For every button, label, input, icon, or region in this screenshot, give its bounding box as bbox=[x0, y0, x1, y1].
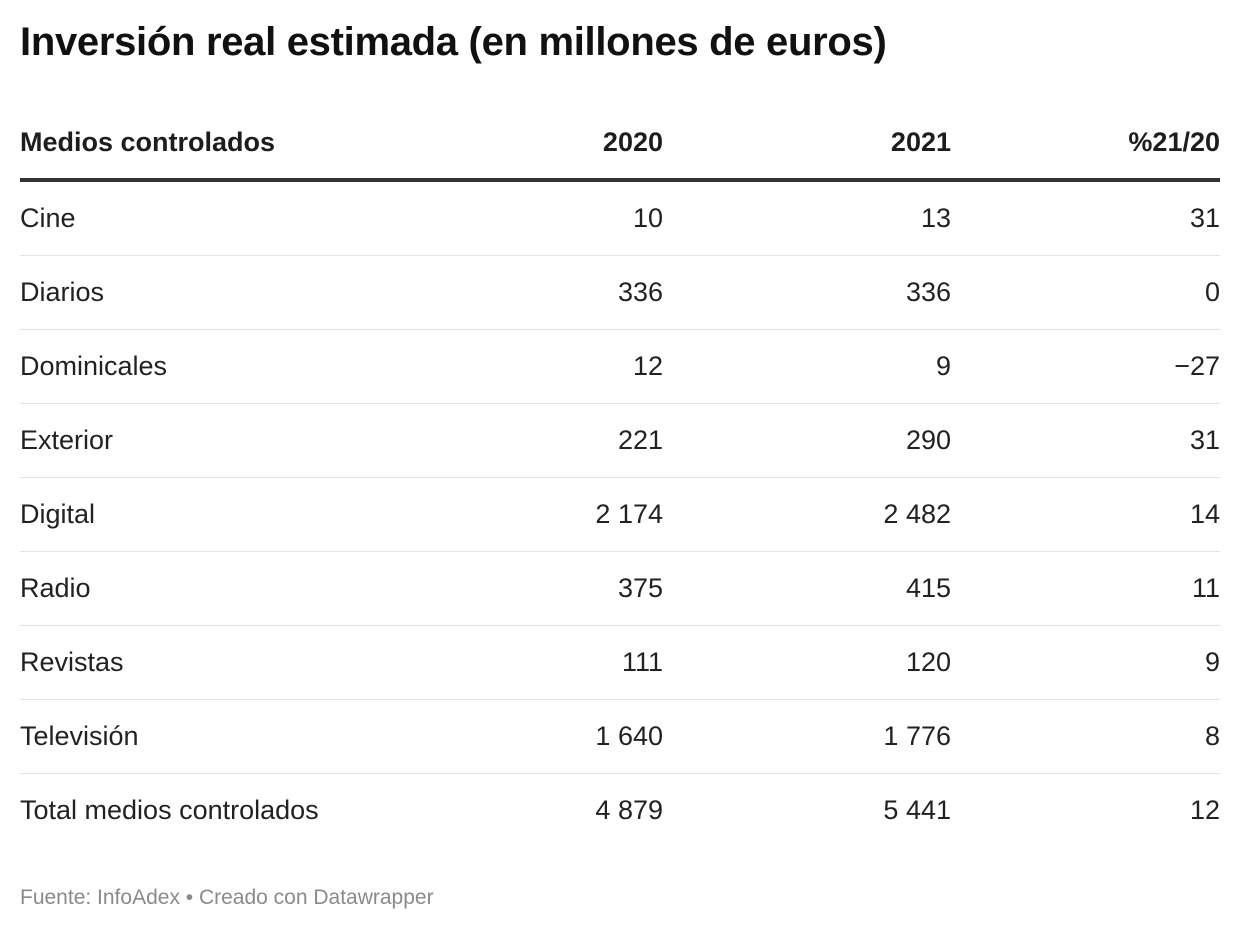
value-2021: 1 776 bbox=[663, 699, 951, 774]
value-2020: 2 174 bbox=[414, 477, 663, 552]
table-header: Medios controlados 2020 2021 %21/20 bbox=[20, 106, 1220, 182]
value-2020: 1 640 bbox=[414, 699, 663, 774]
value-pct-change: −27 bbox=[951, 329, 1220, 404]
value-pct-change: 0 bbox=[951, 255, 1220, 330]
table-row: Revistas 111 120 9 bbox=[20, 625, 1220, 700]
value-2020: 336 bbox=[414, 255, 663, 330]
table-row: Total medios controlados 4 879 5 441 12 bbox=[20, 774, 1220, 848]
row-label: Revistas bbox=[20, 625, 414, 700]
value-pct-change: 31 bbox=[951, 180, 1220, 256]
value-2021: 13 bbox=[663, 180, 951, 256]
row-label: Total medios controlados bbox=[20, 795, 319, 825]
table-row: Exterior 221 290 31 bbox=[20, 403, 1220, 478]
value-2020: 12 bbox=[414, 329, 663, 404]
data-table: Medios controlados 2020 2021 %21/20 Cine… bbox=[20, 106, 1220, 847]
row-label: Cine bbox=[20, 180, 414, 256]
value-2020: 4 879 bbox=[595, 795, 663, 825]
value-pct-change: 8 bbox=[951, 699, 1220, 774]
value-pct-change: 11 bbox=[951, 551, 1220, 626]
source-footer: Fuente: InfoAdex • Creado con Datawrappe… bbox=[20, 886, 434, 909]
row-label: Exterior bbox=[20, 403, 414, 478]
table-row: Digital 2 174 2 482 14 bbox=[20, 477, 1220, 552]
row-label: Diarios bbox=[20, 255, 414, 330]
value-2021: 9 bbox=[663, 329, 951, 404]
row-label: Radio bbox=[20, 551, 414, 626]
value-2020: 375 bbox=[414, 551, 663, 626]
value-2021: 336 bbox=[663, 255, 951, 330]
value-pct-change: 31 bbox=[951, 403, 1220, 478]
column-header-2020: 2020 bbox=[414, 106, 663, 182]
row-label: Dominicales bbox=[20, 329, 414, 404]
column-header-medios: Medios controlados bbox=[20, 106, 414, 182]
table-row: Televisión 1 640 1 776 8 bbox=[20, 699, 1220, 774]
value-2021: 290 bbox=[663, 403, 951, 478]
table-row: Radio 375 415 11 bbox=[20, 551, 1220, 626]
table-row: Cine 10 13 31 bbox=[20, 180, 1220, 256]
value-2021: 415 bbox=[663, 551, 951, 626]
value-2021: 120 bbox=[663, 625, 951, 700]
value-2020: 111 bbox=[414, 625, 663, 700]
value-pct-change: 9 bbox=[951, 625, 1220, 700]
value-2020: 221 bbox=[414, 403, 663, 478]
table-body: Cine 10 13 31 Diarios 336 336 0 Dominicales 12 9 −2… bbox=[20, 180, 1220, 847]
column-header-pct-change: %21/20 bbox=[951, 106, 1220, 182]
row-label: Televisión bbox=[20, 699, 414, 774]
header-row: Medios controlados 2020 2021 %21/20 bbox=[20, 106, 1220, 182]
value-2020: 10 bbox=[414, 180, 663, 256]
column-header-2021: 2021 bbox=[663, 106, 951, 182]
row-label: Digital bbox=[20, 477, 414, 552]
value-2021: 5 441 bbox=[883, 795, 951, 825]
value-pct-change: 12 bbox=[1189, 795, 1220, 825]
value-pct-change: 14 bbox=[951, 477, 1220, 552]
table-row: Diarios 336 336 0 bbox=[20, 255, 1220, 330]
chart-title: Inversión real estimada (en millones de … bbox=[20, 20, 887, 64]
table-row: Dominicales 12 9 −27 bbox=[20, 329, 1220, 404]
value-2021: 2 482 bbox=[663, 477, 951, 552]
